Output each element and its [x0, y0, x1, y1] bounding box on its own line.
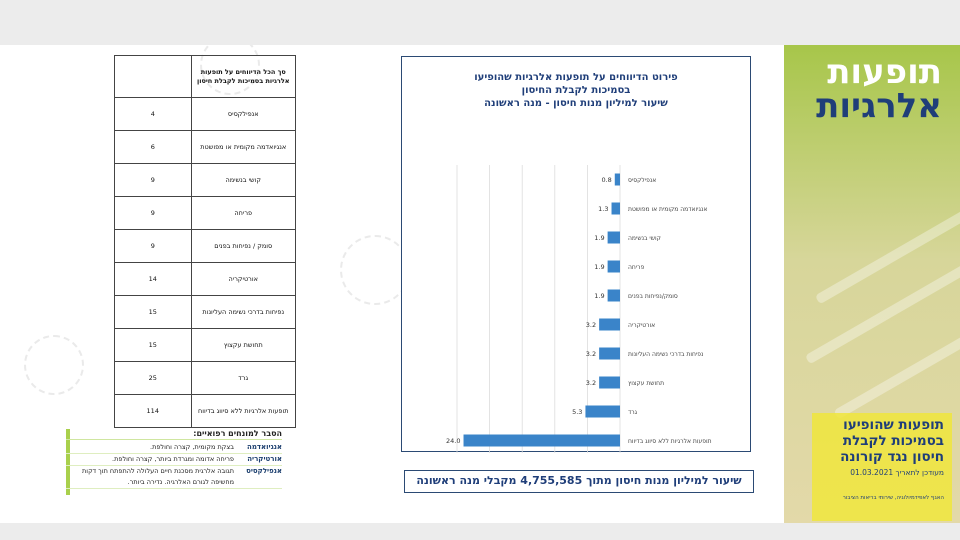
table-cell-value: 14 — [114, 262, 192, 296]
category-label: נפיחות בדרכי נשימה העליונות — [628, 351, 703, 358]
category-label: קושי בנשימה — [628, 235, 661, 242]
table-header-blank — [114, 55, 192, 98]
chart-title: פירוט הדיווחים על תופעות אלרגיות שהופיעו… — [402, 71, 750, 110]
table-cell-label: תחושת עקצוץ — [190, 328, 297, 362]
data-label: 24.0 — [446, 437, 460, 445]
table-row: קושי בנשימה 9 — [114, 163, 297, 197]
panel-updated-date: מעודכן לתאריך 01.03.2021 — [850, 468, 944, 477]
legend-definition: תגובה אלרגית מסכנת חיים העלולה להתפתח תו… — [82, 467, 234, 486]
legend-term: אורטיקריה — [247, 455, 282, 463]
legend-title: הסבר למונחים רפואיים: — [66, 429, 282, 440]
table-cell-label: אורטיקריה — [190, 262, 297, 296]
table-cell-value: 9 — [114, 229, 192, 263]
table-cell-label: קושי בנשימה — [190, 163, 297, 197]
bar — [614, 173, 620, 186]
panel-title-line2: אלרגיות — [816, 86, 942, 126]
category-label: אנגיואדמה מקומית או מפושטת — [628, 206, 707, 213]
data-label: 3.2 — [586, 379, 596, 387]
legend-definition: פריחה אדומה ומגרדת ביותר, קצרה וחולפת. — [112, 455, 234, 463]
bar — [585, 405, 620, 418]
slide: סך הכל הדיווחים על תופעות אלרגיות בסמיכו… — [0, 45, 960, 523]
table-row: תופעות אלרגיות ללא סיווג בדיווח 114 — [114, 394, 297, 428]
table-row: אורטיקריה 14 — [114, 262, 297, 296]
category-label: פריחה — [628, 264, 645, 271]
table-cell-label: נפיחות בדרכי נשימה העליונות — [190, 295, 297, 329]
bar — [599, 347, 620, 360]
table-cell-label: פריחה — [190, 196, 297, 230]
bar — [599, 318, 620, 331]
table-row: אנגיואדמה מקומית או מפושטת 6 — [114, 130, 297, 164]
bar — [607, 260, 620, 273]
table-cell-value: 4 — [114, 97, 192, 131]
allergy-counts-table: סך הכל הדיווחים על תופעות אלרגיות בסמיכו… — [114, 55, 297, 428]
data-label: 3.2 — [586, 321, 596, 329]
bar — [607, 289, 620, 302]
bottom-bar — [0, 523, 960, 540]
table-cell-value: 25 — [114, 361, 192, 395]
data-label: 1.9 — [594, 292, 604, 300]
category-label: סומק/נפיחות בפנים — [628, 293, 678, 300]
chart-title-line: שיעור למיליון מנות חיסון - מנה ראשונה — [484, 98, 668, 109]
table-header-row: סך הכל הדיווחים על תופעות אלרגיות בסמיכו… — [114, 55, 297, 98]
bar — [599, 376, 620, 389]
chart-title-line: פירוט הדיווחים על תופעות אלרגיות שהופיעו — [474, 72, 678, 83]
chart-title-line: בסמיכות לקבלת החיסון — [521, 85, 631, 96]
top-bar — [0, 0, 960, 45]
table-cell-value: 15 — [114, 328, 192, 362]
table-cell-value: 9 — [114, 163, 192, 197]
category-label: אנפילקסיס — [628, 177, 656, 184]
data-label: 0.8 — [601, 176, 611, 184]
data-label: 5.3 — [572, 408, 582, 416]
panel-box-title: תופעות שהופיעו בסמיכות לקבלת חיסון נגד ק… — [840, 417, 944, 465]
table-header: סך הכל הדיווחים על תופעות אלרגיות בסמיכו… — [190, 55, 297, 98]
data-label: 1.9 — [594, 234, 604, 242]
table-cell-value: 15 — [114, 295, 192, 329]
table-row: נפיחות בדרכי נשימה העליונות 15 — [114, 295, 297, 329]
legend-term: אנגיואדמה — [247, 443, 282, 451]
table-cell-label: סומק / נפיחות בפנים — [190, 229, 297, 263]
chart-caption: שיעור למיליון מנות חיסון מתוך 4,755,585 … — [404, 470, 754, 493]
virus-watermark — [24, 335, 84, 395]
panel-info-box: תופעות שהופיעו בסמיכות לקבלת חיסון נגד ק… — [812, 413, 952, 521]
bar — [607, 231, 620, 244]
category-label: תחושת עקצוץ — [628, 380, 664, 387]
data-label: 3.2 — [586, 350, 596, 358]
category-label: אורטיקריה — [628, 322, 655, 329]
legend-accent — [66, 429, 70, 495]
table-row: אנפילקסיס 4 — [114, 97, 297, 131]
data-label: 1.9 — [594, 263, 604, 271]
virus-watermark — [340, 235, 410, 305]
table-cell-label: גרד — [190, 361, 297, 395]
bar — [463, 434, 620, 447]
table-cell-label: תופעות אלרגיות ללא סיווג בדיווח — [190, 394, 297, 428]
legend-definition: בצקת מקומית, קצרה וחולפת. — [150, 443, 234, 451]
chart-frame: פירוט הדיווחים על תופעות אלרגיות שהופיעו… — [401, 56, 751, 453]
medical-terms-legend: הסבר למונחים רפואיים: אנגיואדמה בצקת מקומ… — [66, 429, 282, 489]
table-cell-label: אנגיואדמה מקומית או מפושטת — [190, 130, 297, 164]
bar — [611, 202, 620, 215]
table-row: גרד 25 — [114, 361, 297, 395]
data-label: 1.3 — [598, 205, 608, 213]
table-row: סומק / נפיחות בפנים 9 — [114, 229, 297, 263]
table-cell-value: 9 — [114, 196, 192, 230]
category-label: גרד — [628, 409, 638, 416]
table-row: תחושת עקצוץ 15 — [114, 328, 297, 362]
table-row: פריחה 9 — [114, 196, 297, 230]
table-cell-label: אנפילקסיס — [190, 97, 297, 131]
category-label: תופעות אלרגיות ללא סיווג בדיווח — [628, 438, 712, 445]
legend-row: אנגיואדמה בצקת מקומית, קצרה וחולפת. — [66, 442, 282, 454]
table-cell-value: 6 — [114, 130, 192, 164]
legend-row: אנפילקסיס תגובה אלרגית מסכנת חיים העלולה … — [66, 466, 282, 489]
table-cell-value: 114 — [114, 394, 192, 428]
panel-title: תופעות אלרגיות — [816, 55, 942, 123]
title-panel: תופעות אלרגיות תופעות שהופיעו בסמיכות לק… — [784, 45, 960, 523]
panel-title-line1: תופעות — [827, 52, 942, 92]
legend-row: אורטיקריה פריחה אדומה ומגרדת ביותר, קצרה … — [66, 454, 282, 466]
panel-source: האגף לאפידמיולוגיה, שירותי בריאות הציבור — [842, 495, 944, 501]
legend-term: אנפילקסיס — [246, 467, 282, 475]
